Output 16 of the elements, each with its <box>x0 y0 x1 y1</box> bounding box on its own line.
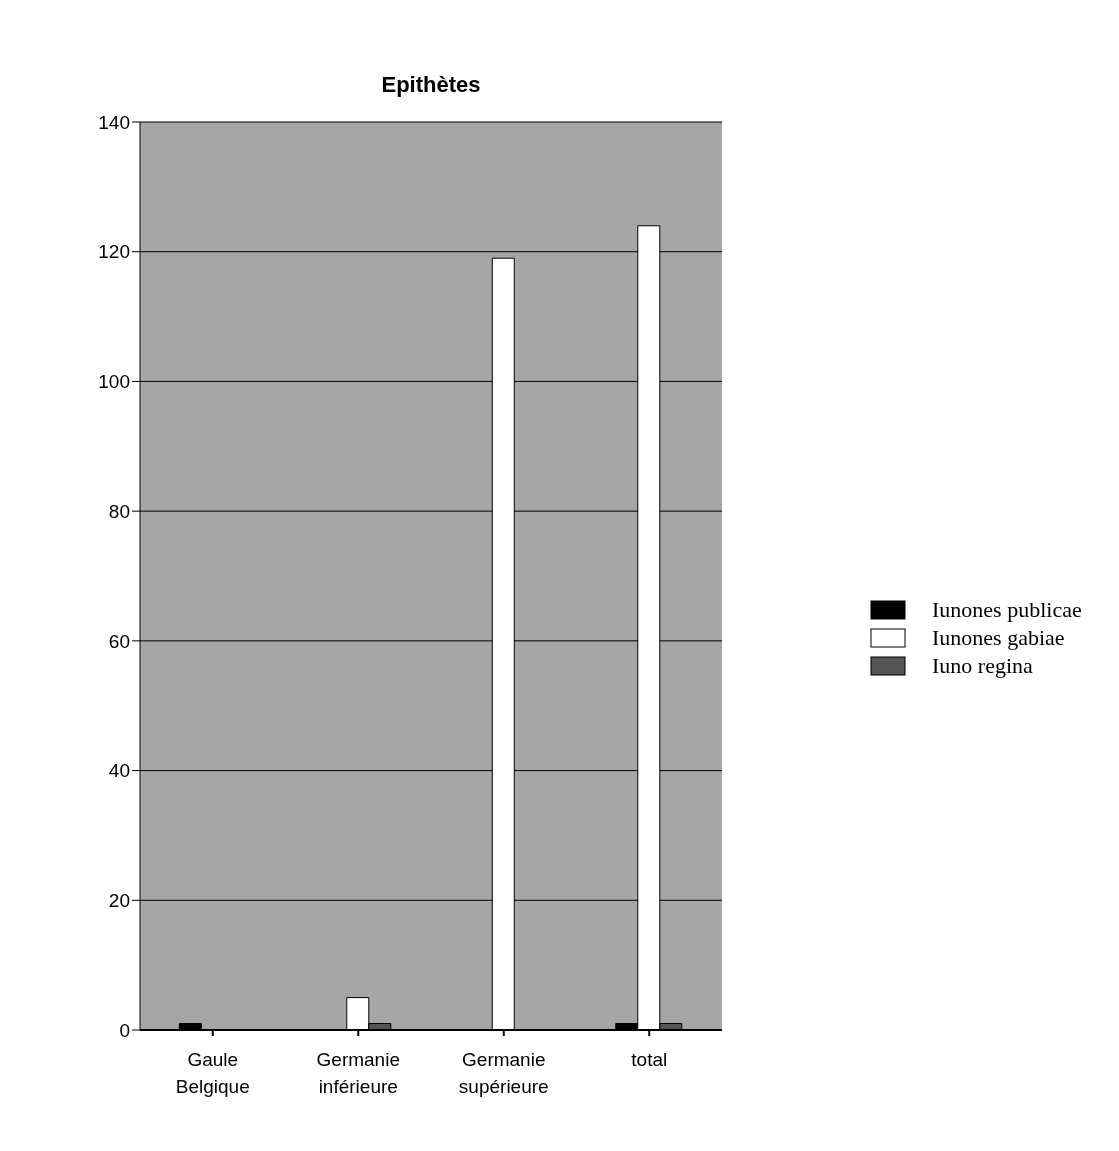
chart-title: Epithètes <box>381 72 481 97</box>
x-tick-label: Germanie supérieure <box>458 1049 549 1097</box>
x-tick-label: Gaule Belgique <box>175 1049 250 1097</box>
x-tick-label: total <box>631 1049 668 1070</box>
x-tick-label: Germanie inférieure <box>316 1049 400 1097</box>
y-tick-label: 60 <box>108 630 130 652</box>
y-tick-label: 100 <box>98 371 130 393</box>
y-tick-label: 120 <box>98 241 130 263</box>
legend-label: Iuno regina <box>932 653 1033 679</box>
legend-label: Iunones gabiae <box>932 625 1065 651</box>
y-tick-label: 20 <box>108 890 130 912</box>
y-tick-label: 0 <box>119 1019 130 1041</box>
y-tick-label: 40 <box>108 760 130 782</box>
y-tick-label: 80 <box>108 500 130 522</box>
y-tick-label: 140 <box>98 111 130 133</box>
legend-label: Iunones publicae <box>932 597 1082 623</box>
